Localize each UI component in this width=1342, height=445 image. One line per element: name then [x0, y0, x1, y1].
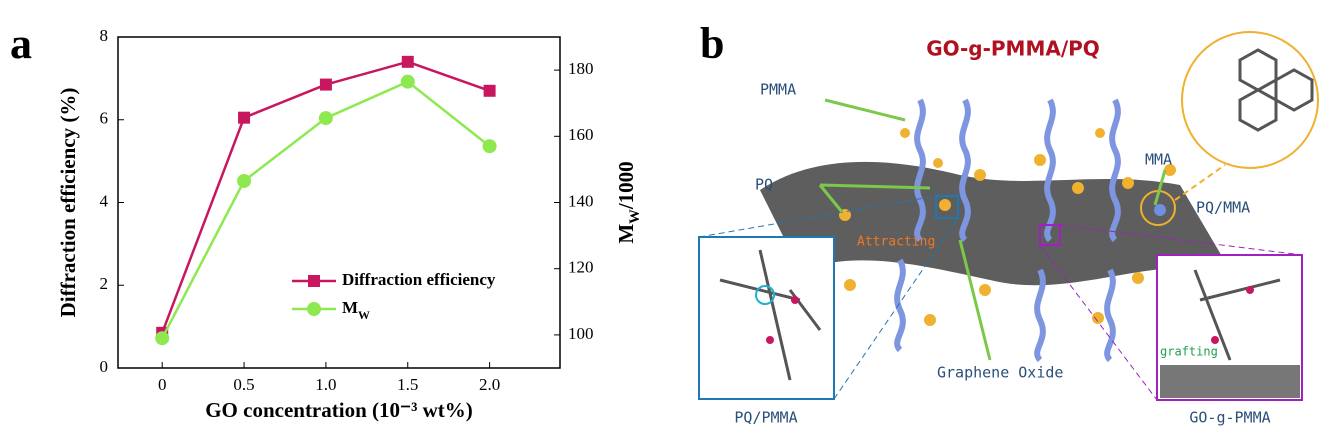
label: PMMA	[760, 81, 796, 99]
marker	[238, 111, 251, 124]
x-tick-label: 1.5	[397, 375, 418, 394]
marker	[483, 84, 496, 97]
diagram	[698, 31, 1319, 401]
diagram-title: GO-g-PMMA/PQ	[926, 37, 1100, 61]
label: PQ/PMMA	[734, 409, 797, 427]
legend-label: MW	[342, 298, 370, 322]
series-line	[161, 60, 491, 334]
x-axis-label: GO concentration (10⁻³ wt%)	[205, 398, 473, 422]
label: Attracting	[857, 235, 935, 250]
marker	[401, 55, 414, 68]
y2-tick-label: 160	[568, 125, 594, 144]
y2-tick-label: 140	[568, 191, 594, 210]
marker	[319, 78, 332, 91]
marker	[237, 173, 252, 188]
marker	[318, 111, 333, 126]
panel-label: b	[700, 19, 724, 68]
y-tick-label: 4	[100, 191, 109, 210]
helices	[894, 98, 1121, 363]
y2-tick-label: 120	[568, 258, 594, 277]
y2-axis-label: MW/1000	[614, 161, 644, 243]
label: Graphene Oxide	[937, 364, 1063, 382]
y-tick-label: 2	[100, 274, 109, 293]
x-tick-label: 0.5	[233, 375, 254, 394]
subscript: W	[627, 209, 643, 224]
y-tick-label: 6	[100, 109, 109, 128]
label: GO-g-PMMA	[1189, 409, 1270, 427]
y-tick-label: 8	[100, 26, 109, 45]
text-part: /1000	[614, 161, 638, 210]
label: grafting	[1160, 345, 1218, 359]
pq-balls	[839, 128, 1176, 326]
marker	[482, 139, 497, 154]
subscript: W	[358, 308, 370, 322]
marker	[155, 331, 170, 346]
text-part: M	[342, 298, 358, 317]
legend-marker	[308, 275, 320, 287]
legend-marker	[307, 302, 321, 316]
label: PQ	[755, 176, 773, 194]
text-part: M	[614, 224, 638, 244]
label: MMA	[1145, 151, 1172, 169]
x-tick-label: 0	[158, 375, 167, 394]
legend-label: Diffraction efficiency	[342, 270, 496, 289]
label: PQ/MMA	[1196, 199, 1250, 217]
x-tick-label: 2.0	[479, 375, 500, 394]
panel-label: a	[10, 19, 32, 68]
y2-tick-label: 180	[568, 59, 594, 78]
y-tick-label: 0	[100, 357, 109, 376]
y-axis-label: Diffraction efficiency (%)	[56, 88, 80, 318]
y2-tick-label: 100	[568, 324, 594, 343]
marker	[400, 74, 415, 89]
x-tick-label: 1.0	[315, 375, 336, 394]
